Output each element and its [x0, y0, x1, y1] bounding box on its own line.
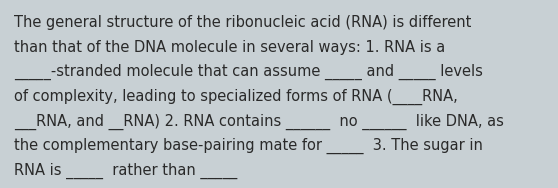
- Text: the complementary base-pairing mate for _____  3. The sugar in: the complementary base-pairing mate for …: [14, 138, 483, 154]
- Text: ___RNA, and __RNA) 2. RNA contains ______  no ______  like DNA, as: ___RNA, and __RNA) 2. RNA contains _____…: [14, 114, 504, 130]
- Text: The general structure of the ribonucleic acid (RNA) is different: The general structure of the ribonucleic…: [14, 15, 472, 30]
- Text: than that of the DNA molecule in several ways: 1. RNA is a: than that of the DNA molecule in several…: [14, 40, 445, 55]
- Text: _____-stranded molecule that can assume _____ and _____ levels: _____-stranded molecule that can assume …: [14, 64, 483, 80]
- Text: RNA is _____  rather than _____: RNA is _____ rather than _____: [14, 163, 237, 179]
- Text: of complexity, leading to specialized forms of RNA (____RNA,: of complexity, leading to specialized fo…: [14, 89, 458, 105]
